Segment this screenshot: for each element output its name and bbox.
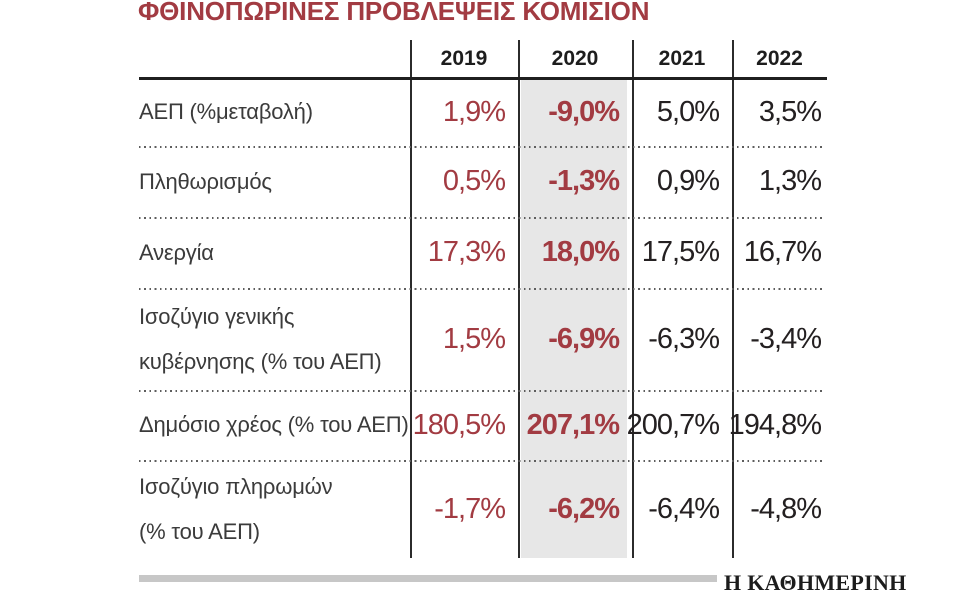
- value-2019-row-1: 0,5%: [442, 165, 506, 197]
- value-2022-row-0: 3,5%: [758, 95, 822, 128]
- row-label-line: Ανεργία: [139, 239, 214, 265]
- forecast-table-area: 2019 2020 2021 2022 ΑΕΠ (%μεταβολή) 1,9% -9,0%…: [139, 40, 827, 558]
- row-label-0: ΑΕΠ (%μεταβολή): [139, 78, 410, 146]
- row-separator-5: [139, 460, 822, 462]
- value-2021-row-4: 200,7%: [626, 408, 720, 441]
- row-separator-1: [139, 146, 822, 148]
- value-2019-row-3: 1,5%: [442, 322, 506, 355]
- value-2021-row-2: 17,5%: [641, 236, 720, 268]
- row-label-4: Δημόσιο χρέος (% του ΑΕΠ): [139, 390, 410, 460]
- row-separator-2: [139, 217, 822, 219]
- value-2022-row-3: -3,4%: [750, 322, 822, 355]
- row-label-line: Πληθωρισμός: [139, 168, 272, 194]
- highlight-column-2020-background: [521, 80, 627, 558]
- value-2021-row-5: -6,4%: [648, 492, 720, 525]
- year-header-2020: 2020: [551, 47, 599, 70]
- value-2019-row-5: -1,7%: [434, 492, 506, 525]
- row-label-2: Ανεργία: [139, 217, 410, 288]
- value-2022-row-5: -4,8%: [750, 492, 822, 525]
- year-header-2021: 2021: [658, 47, 706, 70]
- column-divider-1: [410, 40, 412, 558]
- row-label-line: Δημόσιο χρέος (% του ΑΕΠ): [139, 412, 409, 438]
- row-label-line: ΑΕΠ (%μεταβολή): [139, 99, 313, 125]
- value-2020-row-1: -1,3%: [548, 165, 620, 197]
- value-2020-row-4: 207,1%: [526, 408, 620, 441]
- value-2019-row-4: 180,5%: [412, 408, 506, 441]
- value-2021-row-3: -6,3%: [648, 322, 720, 355]
- value-2021-row-1: 0,9%: [656, 165, 720, 197]
- value-2019-row-2: 17,3%: [427, 236, 506, 268]
- row-label-5: Ισοζύγιο πληρωμών (% του ΑΕΠ): [139, 460, 410, 558]
- value-2020-row-3: -6,9%: [548, 322, 620, 355]
- value-2020-row-2: 18,0%: [541, 236, 620, 268]
- kathimerini-logo: Η ΚΑΘΗΜΕΡΙΝΗ: [724, 570, 907, 595]
- value-2022-row-4: 194,8%: [728, 408, 822, 441]
- forecast-table: 2019 2020 2021 2022 ΑΕΠ (%μεταβολή) 1,9% -9,0%…: [139, 40, 827, 558]
- value-2019-row-0: 1,9%: [442, 95, 506, 128]
- value-2020-row-5: -6,2%: [548, 492, 620, 525]
- row-label-line: κυβέρνησης (% του ΑΕΠ): [139, 349, 382, 374]
- row-label-line: Ισοζύγιο γενικής: [139, 304, 295, 329]
- row-separator-3: [139, 288, 822, 290]
- value-2020-row-0: -9,0%: [548, 95, 620, 128]
- row-label-line: (% του ΑΕΠ): [139, 519, 260, 544]
- value-2022-row-2: 16,7%: [743, 236, 822, 268]
- footer-divider-bar: [139, 575, 717, 582]
- year-header-2022: 2022: [756, 47, 803, 70]
- table-corner-cell: [139, 40, 410, 78]
- row-separator-4: [139, 390, 822, 392]
- value-2022-row-1: 1,3%: [758, 165, 822, 197]
- page-title: ΦΘΙΝΟΠΩΡΙΝΕΣ ΠΡΟΒΛΕΨΕΙΣ ΚΟΜΙΣΙΟΝ: [138, 0, 650, 26]
- year-header-2019: 2019: [440, 47, 488, 70]
- header-rule: [139, 77, 827, 80]
- column-divider-3: [632, 40, 634, 558]
- column-divider-4: [732, 40, 734, 558]
- row-label-line: Ισοζύγιο πληρωμών: [139, 474, 333, 499]
- value-2021-row-0: 5,0%: [656, 95, 720, 128]
- row-label-1: Πληθωρισμός: [139, 146, 410, 217]
- column-divider-2: [518, 40, 520, 558]
- row-label-3: Ισοζύγιο γενικής κυβέρνησης (% του ΑΕΠ): [139, 288, 410, 390]
